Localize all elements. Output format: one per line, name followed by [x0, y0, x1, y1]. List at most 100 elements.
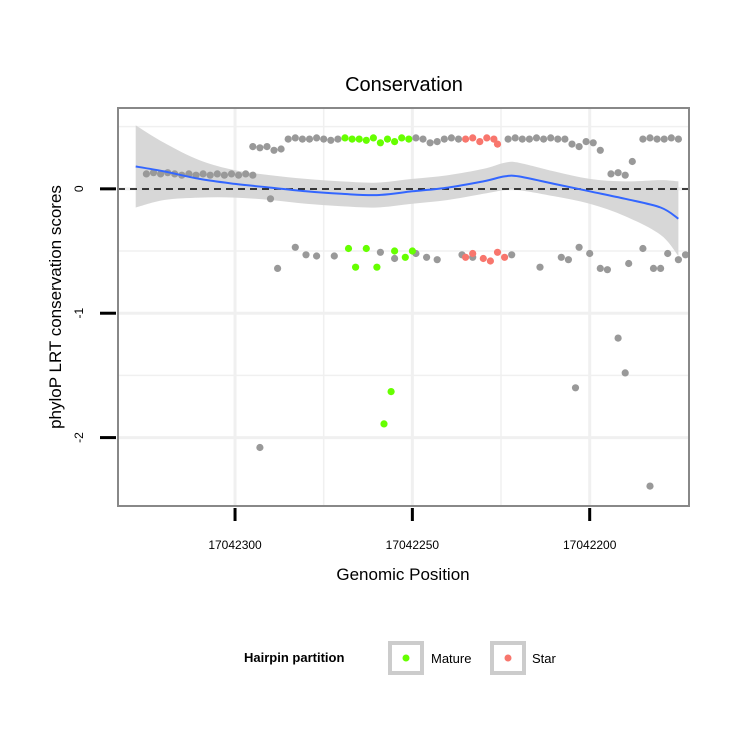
data-point-other-36 [504, 135, 512, 143]
data-point-star-2 [476, 138, 484, 146]
y-tick-label-2: -2 [72, 432, 86, 443]
data-point-other-70 [433, 256, 441, 264]
data-point-other-19 [270, 146, 278, 154]
plot-panel-border [117, 107, 690, 507]
data-point-mature-18 [380, 420, 388, 428]
data-point-other-51 [614, 169, 622, 177]
data-point-star-5 [493, 140, 502, 148]
x-tick-label-2: 17042200 [563, 538, 617, 552]
data-point-other-59 [674, 135, 683, 143]
data-point-mature-16 [408, 247, 416, 255]
legend-label-star: Star [532, 651, 557, 666]
data-point-other-9 [206, 171, 214, 179]
data-point-mature-5 [376, 139, 384, 147]
data-point-other-29 [412, 134, 420, 142]
data-point-other-14 [242, 170, 250, 178]
data-point-other-56 [653, 135, 661, 143]
y-tick-label-0: 0 [72, 185, 86, 192]
data-point-other-25 [313, 134, 321, 142]
data-point-mature-8 [398, 134, 406, 142]
data-point-other-26 [320, 135, 328, 143]
data-point-other-65 [330, 252, 338, 260]
legend-label-mature: Mature [431, 651, 471, 666]
data-point-other-80 [603, 266, 612, 274]
data-point-other-87 [681, 251, 690, 259]
data-point-mature-14 [391, 247, 399, 255]
data-point-other-63 [302, 251, 310, 259]
legend-dot-star [504, 654, 512, 662]
data-point-other-57 [660, 135, 668, 143]
data-point-other-17 [256, 144, 264, 152]
confidence-band-layer [135, 125, 679, 257]
data-point-mature-0 [341, 134, 349, 142]
data-point-star-8 [479, 254, 487, 263]
chart-title: Conservation [345, 74, 463, 96]
data-point-other-69 [423, 253, 431, 261]
data-point-other-85 [664, 249, 672, 258]
data-point-other-8 [199, 170, 207, 178]
data-point-other-33 [440, 135, 448, 143]
data-point-other-47 [582, 138, 590, 146]
data-point-other-30 [419, 135, 427, 143]
data-point-other-82 [639, 244, 647, 253]
data-point-mature-9 [405, 135, 413, 143]
data-point-other-1 [149, 169, 158, 177]
data-point-star-7 [469, 249, 477, 258]
data-point-other-60 [266, 195, 275, 203]
data-point-star-1 [469, 134, 477, 142]
data-point-other-64 [313, 252, 321, 260]
data-point-star-4 [490, 135, 498, 143]
data-point-other-86 [674, 256, 683, 264]
data-point-other-91 [621, 369, 629, 377]
y-axis-ticks: 0 -1 -2 [72, 185, 116, 443]
data-point-other-79 [596, 264, 604, 272]
data-point-other-41 [540, 135, 548, 143]
data-point-star-9 [486, 257, 494, 265]
data-point-other-32 [433, 138, 441, 146]
data-point-other-92 [646, 482, 654, 490]
legend: Hairpin partition Mature Star [244, 641, 557, 675]
data-point-other-43 [554, 135, 562, 143]
data-point-mature-7 [391, 138, 399, 146]
data-point-other-21 [284, 135, 292, 143]
data-point-other-22 [291, 134, 299, 142]
data-point-other-15 [249, 171, 257, 179]
data-point-mature-10 [344, 244, 353, 253]
data-point-mature-11 [352, 263, 360, 271]
data-point-star-3 [483, 134, 491, 142]
data-point-other-13 [235, 171, 243, 179]
x-axis-title: Genomic Position [336, 565, 469, 584]
smooth-line [135, 165, 679, 220]
data-point-other-44 [561, 135, 569, 143]
data-point-other-75 [557, 253, 565, 261]
data-point-other-37 [511, 134, 519, 142]
data-point-other-27 [327, 136, 335, 144]
data-point-star-11 [501, 253, 509, 261]
data-point-other-23 [298, 135, 306, 143]
data-point-other-45 [568, 140, 576, 148]
y-axis-title: phyloP LRT conservation scores [46, 185, 65, 429]
x-tick-label-1: 17042250 [386, 538, 440, 552]
data-point-other-89 [571, 384, 580, 392]
data-point-other-34 [447, 134, 455, 142]
data-point-other-84 [657, 264, 665, 272]
data-point-other-0 [142, 170, 150, 178]
data-point-other-66 [376, 248, 384, 256]
data-point-other-76 [564, 256, 573, 264]
data-point-other-77 [575, 243, 583, 251]
data-point-other-62 [291, 243, 299, 251]
data-point-other-16 [249, 143, 257, 151]
data-point-other-42 [547, 134, 555, 142]
legend-dot-mature [402, 654, 410, 662]
legend-key-mature [388, 641, 424, 675]
data-point-other-53 [628, 157, 636, 166]
data-point-other-20 [277, 145, 285, 153]
data-point-other-46 [575, 143, 583, 151]
data-point-other-55 [646, 134, 654, 142]
data-point-other-38 [518, 135, 526, 143]
data-point-mature-2 [355, 135, 363, 143]
data-point-other-54 [639, 135, 647, 143]
data-point-other-67 [391, 254, 399, 263]
data-point-other-58 [667, 134, 675, 142]
